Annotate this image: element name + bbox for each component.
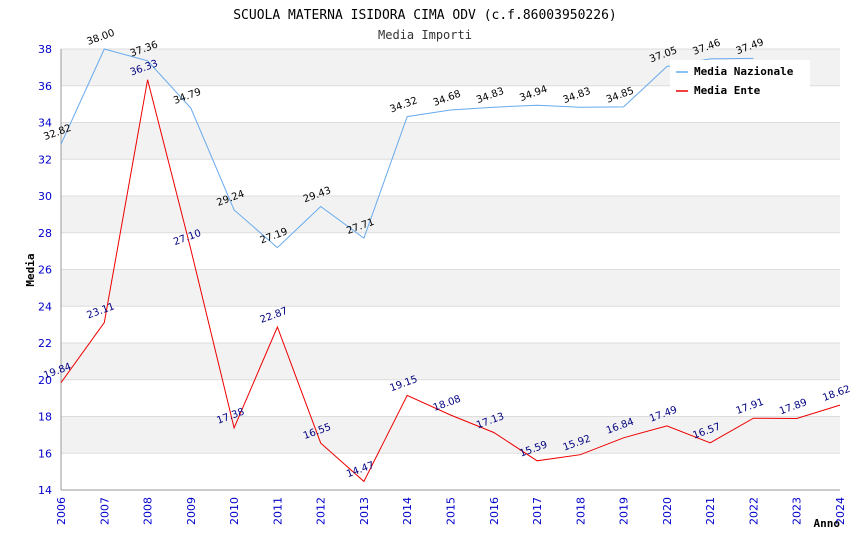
- legend: Media Nazionale Media Ente: [670, 60, 810, 103]
- data-label: 34.83: [475, 86, 506, 106]
- x-tick-label: 2012: [315, 497, 328, 525]
- data-label: 34.83: [562, 86, 593, 106]
- y-tick-label: 38: [38, 43, 52, 56]
- plot-band: [61, 196, 840, 233]
- x-tick-label: 2013: [358, 497, 371, 525]
- data-label: 14.47: [345, 460, 376, 480]
- x-tick-labels: 2006 2007 2008 2009 2010 2011 2012 2013 2014 2015…: [55, 497, 847, 525]
- chart-title: SCUOLA MATERNA ISIDORA CIMA ODV (c.f.860…: [233, 8, 617, 23]
- legend-box: [670, 60, 810, 103]
- data-label: 22.87: [259, 306, 290, 326]
- data-label: 18.08: [432, 394, 463, 414]
- x-tick-label: 2006: [55, 497, 68, 525]
- y-tick-label: 34: [38, 117, 52, 130]
- y-tick-label: 32: [38, 153, 52, 166]
- y-tick-labels: 14 16 18 20 22 24 26 28 30 32 34 36 38: [38, 43, 52, 497]
- x-tick-label: 2010: [228, 497, 241, 525]
- y-tick-label: 36: [38, 80, 52, 93]
- data-label: 17.91: [735, 397, 766, 417]
- series-line-ente: [60, 79, 841, 483]
- y-tick-label: 30: [38, 190, 52, 203]
- x-tick-label: 2011: [271, 497, 284, 525]
- series-group: [60, 48, 841, 483]
- plot-band: [61, 416, 840, 454]
- x-tick-label: 2021: [704, 497, 717, 525]
- y-tick-label: 20: [38, 374, 52, 387]
- x-tick-label: 2008: [142, 497, 155, 525]
- y-tick-label: 16: [38, 447, 52, 460]
- series-line-nazionale: [60, 48, 754, 249]
- data-label: 34.85: [605, 86, 636, 106]
- x-tick-label: 2018: [574, 497, 587, 525]
- x-tick-label: 2019: [618, 497, 631, 525]
- y-tick-label: 14: [38, 484, 52, 497]
- x-tick-label: 2007: [98, 497, 111, 525]
- legend-label-nazionale: Media Nazionale: [694, 65, 794, 78]
- legend-label-ente: Media Ente: [694, 84, 761, 97]
- x-tick-label: 2024: [834, 497, 847, 525]
- x-tick-label: 2020: [661, 497, 674, 525]
- chart-subtitle: Media Importi: [378, 28, 472, 42]
- y-tick-label: 26: [38, 264, 52, 277]
- x-tick-label: 2009: [185, 497, 198, 525]
- plot-band: [61, 122, 840, 160]
- x-tick-label: 2017: [531, 497, 544, 525]
- x-tick-label: 2015: [445, 497, 458, 525]
- data-label: 34.94: [518, 84, 549, 104]
- x-tick-label: 2014: [401, 497, 414, 525]
- y-tick-label: 18: [38, 411, 52, 424]
- data-label: 34.68: [432, 89, 463, 109]
- y-tick-label: 22: [38, 337, 52, 350]
- y-tick-label: 24: [38, 300, 52, 313]
- data-label: 18.62: [821, 384, 850, 404]
- data-label: 34.32: [388, 95, 419, 115]
- y-tick-label: 28: [38, 227, 52, 240]
- x-axis-label: Anno: [814, 517, 841, 530]
- y-axis-label: Media: [24, 253, 37, 286]
- plot-band: [61, 343, 840, 380]
- x-tick-label: 2023: [791, 497, 804, 525]
- x-tick-label: 2016: [488, 497, 501, 525]
- plot-band: [61, 269, 840, 307]
- data-label: 17.89: [778, 397, 809, 417]
- data-label: 38.00: [86, 28, 117, 48]
- x-tick-label: 2022: [747, 497, 760, 525]
